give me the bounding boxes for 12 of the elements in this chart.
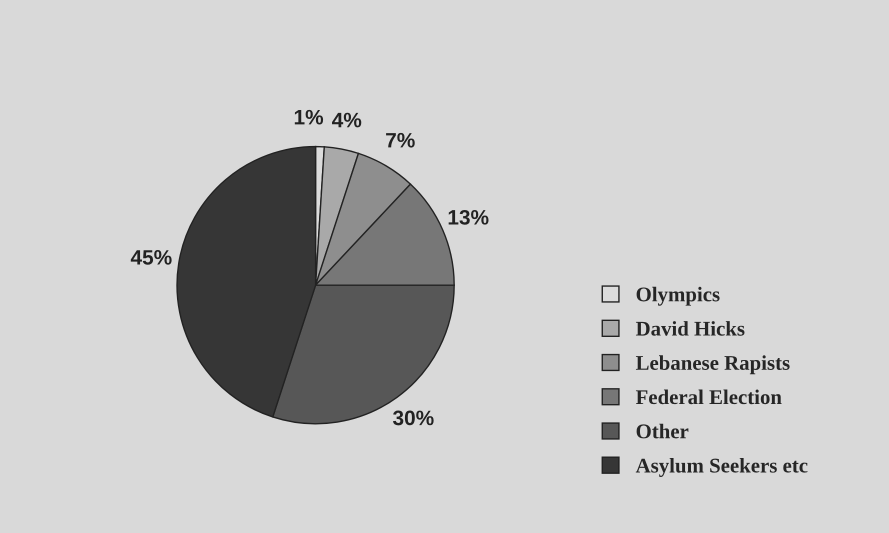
data-label: 13%: [448, 210, 489, 225]
data-label: 7%: [386, 132, 415, 148]
legend-label: Olympics: [636, 286, 720, 306]
data-label: 1%: [294, 110, 324, 124]
legend-label: David Hicks: [636, 321, 744, 336]
data-label: 45%: [130, 250, 172, 265]
legend-label: Federal Election: [636, 390, 782, 404]
legend-label: Lebanese Rapists: [636, 355, 790, 374]
legend-label: Asylum Seekers etc: [636, 458, 808, 477]
data-label: 30%: [392, 410, 434, 426]
legend-label: Other: [636, 424, 688, 438]
data-label: 4%: [332, 112, 362, 128]
